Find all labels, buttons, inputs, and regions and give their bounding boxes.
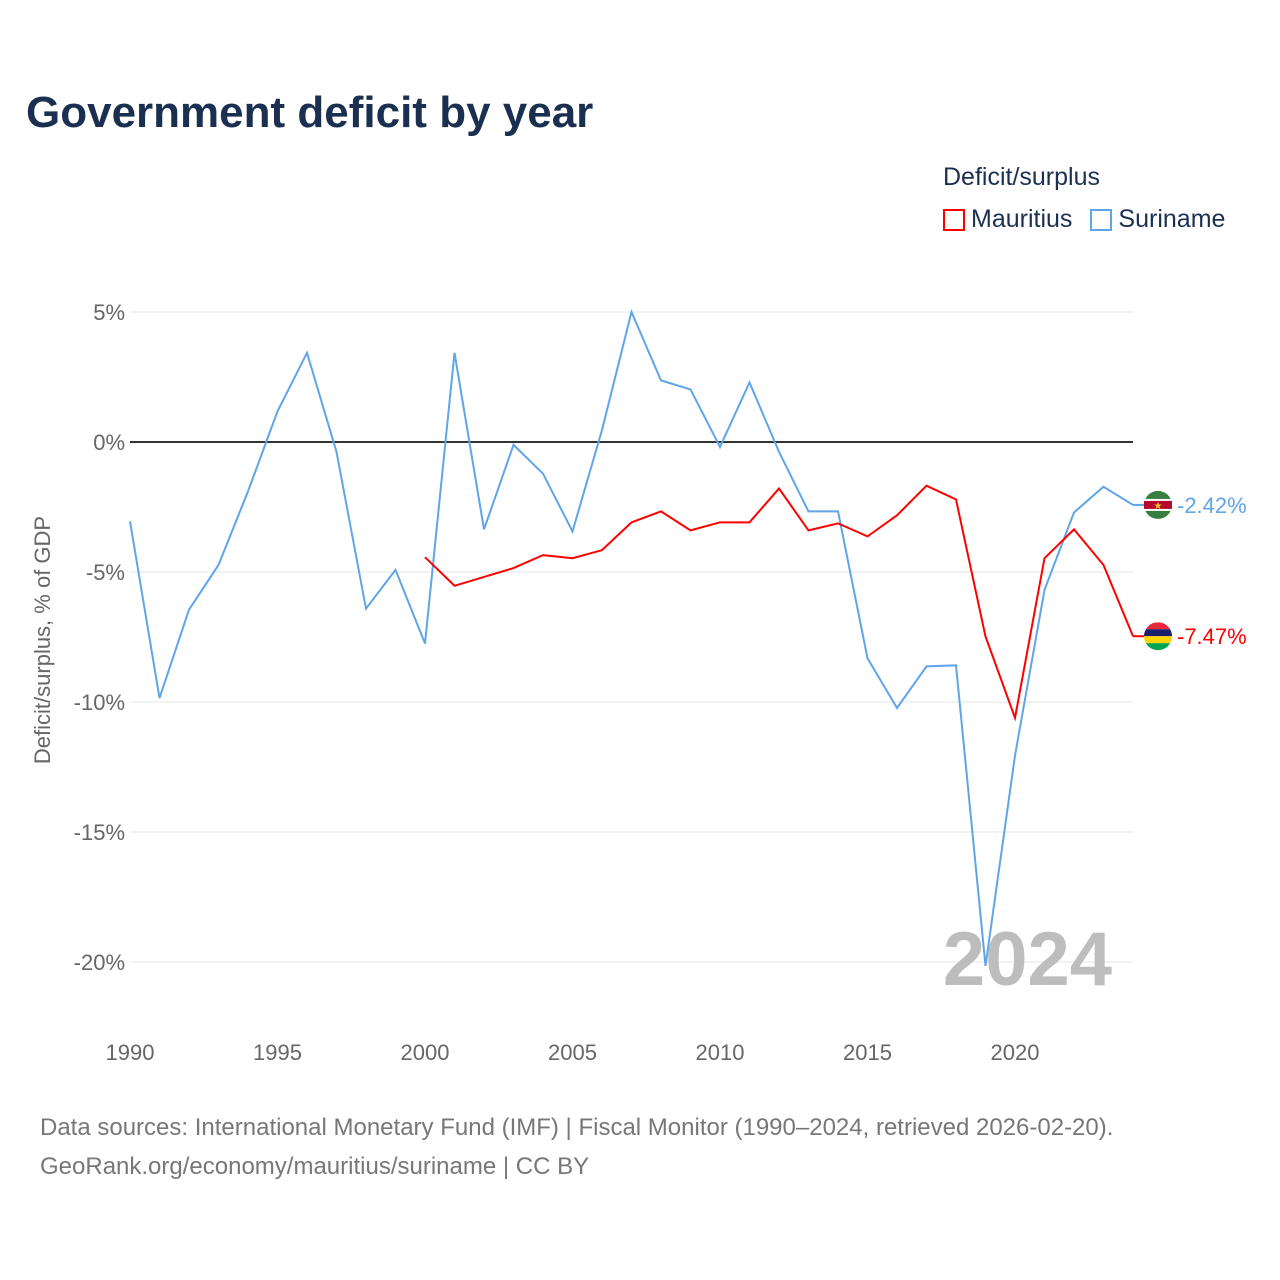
source-line-1: Data sources: International Monetary Fun…	[40, 1114, 1114, 1141]
flag-star: ★	[1154, 501, 1163, 512]
legend: Mauritius Suriname	[943, 205, 1225, 234]
flag-stripe	[1144, 500, 1172, 509]
x-tick-label: 2005	[548, 1040, 597, 1065]
year-watermark: 2024	[943, 917, 1112, 1002]
chart-title: Government deficit by year	[26, 88, 594, 137]
end-value-label: -2.42%	[1177, 493, 1247, 518]
y-axis-label: Deficit/surplus, % of GDP	[30, 516, 55, 764]
y-tick-label: 0%	[93, 430, 125, 455]
flag-stripe	[1144, 636, 1172, 643]
legend-label: Mauritius	[971, 205, 1073, 233]
flag-stripe	[1144, 629, 1172, 636]
legend-swatch-suriname	[1090, 208, 1113, 231]
y-tick-label: -15%	[74, 820, 125, 845]
series-line-suriname	[129, 308, 1134, 967]
legend-swatch-mauritius	[943, 208, 965, 231]
x-tick-label: 2015	[843, 1040, 892, 1065]
legend-title: Deficit/surplus	[943, 163, 1100, 191]
x-tick-label: 1995	[253, 1040, 302, 1065]
x-tick-label: 2010	[696, 1040, 745, 1065]
x-tick-label: 2020	[991, 1040, 1040, 1065]
legend-label: Suriname	[1118, 205, 1226, 233]
x-tick-label: 2000	[401, 1040, 450, 1065]
flag-stripe	[1144, 643, 1172, 650]
source-note: Data sources: International Monetary Fun…	[40, 1108, 1113, 1186]
y-tick-label: -10%	[74, 690, 125, 715]
source-line-2: GeoRank.org/economy/mauritius/suriname |…	[40, 1153, 590, 1180]
flag-stripe	[1144, 622, 1172, 629]
x-tick-label: 1990	[106, 1040, 155, 1065]
legend-item-suriname[interactable]: Suriname	[1090, 205, 1225, 234]
legend-item-mauritius[interactable]: Mauritius	[943, 205, 1072, 234]
series-line-mauritius	[424, 484, 1134, 722]
end-value-label: -7.47%	[1177, 624, 1247, 649]
y-tick-label: -5%	[86, 560, 125, 585]
y-tick-label: -20%	[74, 950, 125, 975]
y-tick-label: 5%	[93, 300, 125, 325]
